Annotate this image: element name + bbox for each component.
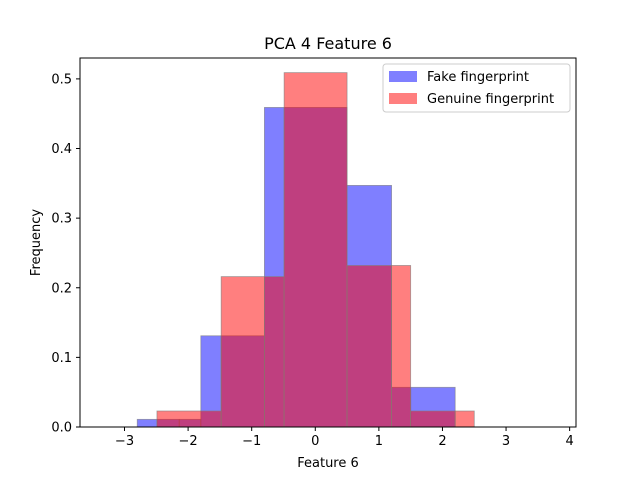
y-tick-label: 0.4 xyxy=(51,142,72,157)
plot-area-frame xyxy=(79,57,577,428)
y-tick-label: 0.1 xyxy=(51,351,72,366)
x-tick-label: 2 xyxy=(438,434,446,449)
legend-box xyxy=(382,63,571,113)
x-tick-label: 4 xyxy=(566,434,574,449)
legend: Fake fingerprint Genuine fingerprint xyxy=(382,63,571,113)
legend-label: Genuine fingerprint xyxy=(427,92,554,107)
y-tick-label: 0.0 xyxy=(51,421,72,436)
bar-series-1-bin-2 xyxy=(264,276,285,428)
x-tick-label: 1 xyxy=(375,434,383,449)
legend-swatch xyxy=(389,93,417,104)
y-tick-label: 0.2 xyxy=(51,281,72,296)
bar-series-1-bin-3 xyxy=(283,72,348,428)
chart-title: PCA 4 Feature 6 xyxy=(264,34,392,53)
y-tick-label: 0.5 xyxy=(51,72,72,87)
bar-series-1-bin-6 xyxy=(410,410,456,428)
bar-series-1-bin-4 xyxy=(346,265,392,428)
legend-swatch xyxy=(389,71,417,82)
y-tick-label: 0.3 xyxy=(51,212,72,227)
bars-layer xyxy=(136,72,475,428)
x-axis-ticks: −3 −2 −1 0 1 2 3 4 xyxy=(115,427,574,449)
bar-series-0-bin-0 xyxy=(136,418,158,428)
y-axis-label: Frequency xyxy=(29,209,44,276)
x-tick-label: −1 xyxy=(242,434,261,449)
x-tick-label: 3 xyxy=(502,434,510,449)
x-tick-label: −2 xyxy=(179,434,198,449)
legend-label: Fake fingerprint xyxy=(427,70,529,85)
x-tick-label: 0 xyxy=(311,434,319,449)
bar-series-1-bin-5 xyxy=(391,265,412,428)
x-tick-label: −3 xyxy=(115,434,134,449)
bar-series-1-bin-0 xyxy=(156,410,222,428)
bar-series-1-bin-7 xyxy=(454,410,475,428)
bar-series-1-bin-1 xyxy=(220,276,265,428)
y-axis-ticks: 0.0 0.1 0.2 0.3 0.4 0.5 xyxy=(51,72,80,436)
x-axis-label: Feature 6 xyxy=(297,456,359,471)
